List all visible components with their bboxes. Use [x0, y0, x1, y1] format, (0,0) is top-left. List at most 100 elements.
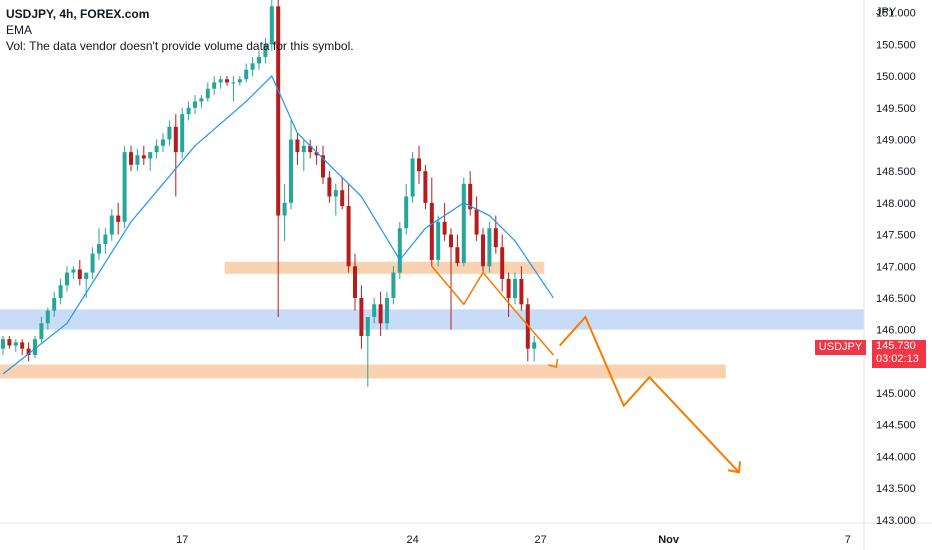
candle-body: [429, 202, 434, 260]
candle-body: [1, 339, 5, 349]
price-tick-label: 150.500: [876, 39, 916, 51]
candle-body: [7, 339, 12, 346]
support-zone-1: [224, 261, 545, 274]
candle-body: [199, 98, 204, 102]
support-zone-2: [0, 364, 726, 379]
resistance-zone-0: [0, 309, 864, 330]
candle-body: [237, 79, 242, 83]
candle-body: [135, 155, 140, 165]
candle-body: [193, 101, 197, 108]
candle-body: [269, 6, 274, 45]
candle-body: [532, 342, 537, 349]
price-value-tag: 145.730 03:02:13: [872, 339, 926, 368]
candle-body: [186, 107, 191, 115]
candle-body: [513, 278, 517, 298]
candle-body: [276, 6, 281, 216]
candle-body: [218, 79, 223, 83]
candle-body: [58, 285, 63, 298]
last-price: 145.730: [876, 339, 916, 352]
candle-body: [301, 145, 306, 153]
candle-body: [26, 348, 31, 356]
candle-body: [468, 183, 473, 210]
candle-body: [474, 209, 479, 235]
candle-body: [461, 183, 466, 264]
candle-body: [365, 316, 370, 336]
candle-body: [212, 82, 217, 89]
symbol-tag: USDJPY: [815, 339, 866, 355]
candle-body: [385, 297, 389, 324]
price-tick-label: 149.000: [876, 134, 916, 146]
candle-body: [173, 126, 178, 153]
candle-body: [506, 278, 511, 298]
candle-body: [39, 323, 44, 340]
candle-body: [391, 272, 396, 298]
time-tick-label: 17: [176, 534, 188, 546]
candle-body: [372, 304, 377, 317]
candle-body: [353, 266, 357, 298]
candle-body: [45, 310, 50, 324]
candle-body: [397, 228, 402, 273]
candle-body: [33, 339, 37, 356]
candle-body: [161, 139, 165, 146]
time-axis[interactable]: 172427Nov71421: [176, 534, 932, 546]
candle-body: [148, 152, 153, 159]
candle-body: [244, 69, 249, 80]
ema-layer: [2, 75, 554, 375]
price-tick-label: 143.500: [876, 483, 916, 495]
candle-body: [122, 152, 127, 222]
candle-body: [321, 155, 325, 178]
candle-body: [116, 215, 121, 222]
candle-body: [250, 63, 255, 70]
projection-arrowhead: [727, 461, 741, 474]
candle-body: [295, 139, 300, 153]
candle-body: [77, 269, 82, 279]
price-tick-label: 148.000: [876, 198, 916, 210]
time-tick-label: 27: [534, 534, 546, 546]
price-tick-label: 145.000: [876, 388, 916, 400]
candle-body: [90, 253, 95, 273]
price-tick-label: 146.000: [876, 325, 916, 337]
projection-past-line: [431, 265, 554, 356]
projection-line: [559, 315, 740, 473]
price-tick-label: 146.500: [876, 293, 916, 305]
candle-body: [493, 228, 498, 248]
price-tick-label: 151.000: [876, 8, 916, 20]
last-price-tag: USDJPY 145.730 03:02:13: [815, 339, 926, 368]
price-tick-label: 149.500: [876, 103, 916, 115]
price-tick-label: 143.000: [876, 515, 916, 527]
candle-body: [109, 215, 114, 235]
symbol-line[interactable]: USDJPY, 4h, FOREX.com: [6, 7, 150, 21]
price-tick-label: 150.000: [876, 71, 916, 83]
candle-body: [423, 171, 428, 203]
price-tick-label: 144.000: [876, 451, 916, 463]
price-axis[interactable]: 151.000 150.500 150.000 149.500 149.000 148.5…: [876, 8, 916, 527]
ema-label[interactable]: EMA: [6, 23, 33, 37]
candle-body: [97, 244, 101, 254]
candle-body: [417, 158, 421, 172]
candle-body: [340, 190, 345, 207]
candle-body: [20, 342, 25, 349]
price-tick-label: 147.500: [876, 230, 916, 242]
candle-body: [410, 158, 415, 197]
candle-body: [378, 304, 383, 324]
candle-body: [225, 79, 229, 83]
candle-body: [154, 145, 159, 153]
candle-body: [205, 88, 210, 99]
candle-body: [84, 272, 89, 279]
candle-body: [289, 139, 293, 203]
candle-body: [13, 342, 18, 346]
candle-body: [346, 206, 351, 267]
candle-body: [487, 228, 492, 267]
candle-body: [103, 234, 108, 245]
currency-label: JPY: [876, 6, 897, 18]
candle-body: [404, 196, 409, 229]
candle-body: [481, 234, 485, 267]
candle-body: [442, 221, 447, 235]
time-tick-label: 24: [406, 534, 418, 546]
ema-line: [2, 75, 554, 375]
candle-body: [359, 297, 364, 336]
candle-body: [141, 155, 146, 159]
candle-body: [231, 82, 236, 84]
candle-body: [327, 177, 332, 197]
